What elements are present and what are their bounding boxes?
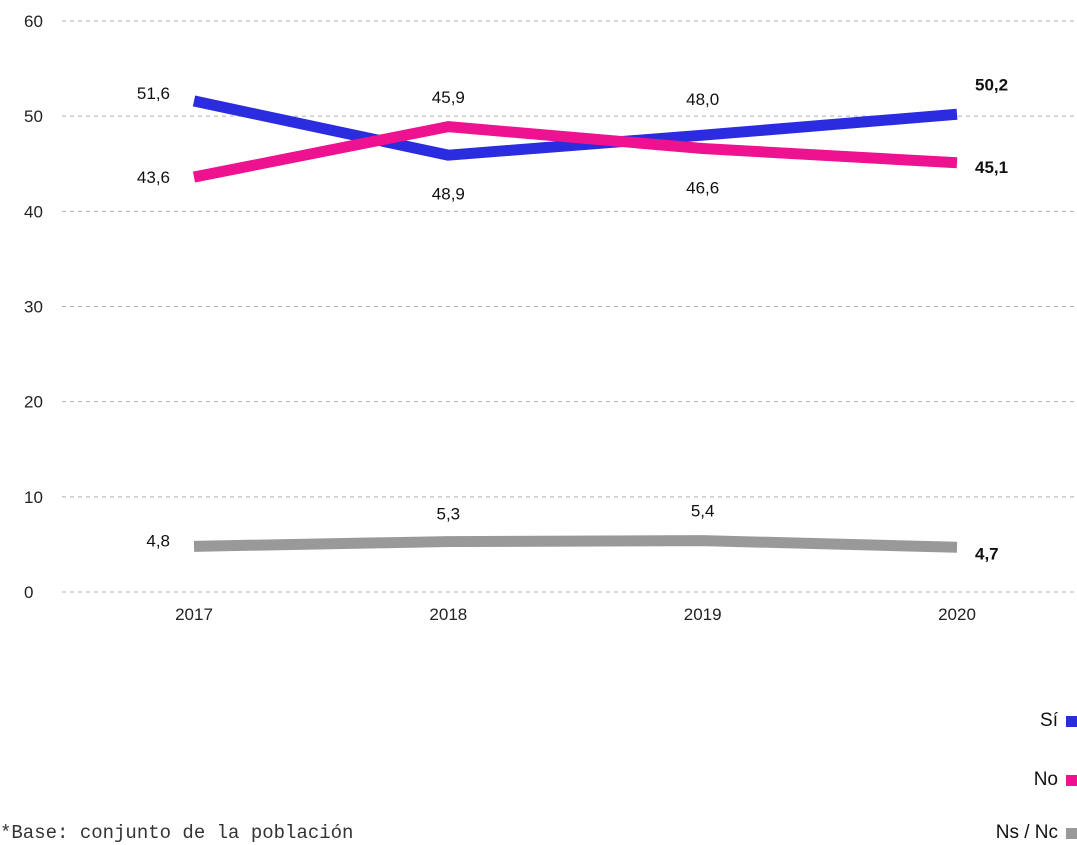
- y-tick-label: 0: [24, 583, 33, 602]
- x-tick-label: 2018: [429, 605, 467, 624]
- footnote: *Base: conjunto de la población: [0, 822, 354, 844]
- legend-label-nsnc: Ns / Nc: [995, 822, 1058, 843]
- legend-item-nsnc: Ns / Nc: [996, 822, 1077, 844]
- y-tick-label: 40: [24, 202, 43, 221]
- legend-label-no: No: [1033, 769, 1058, 790]
- data-label: 45,9: [432, 88, 465, 107]
- data-label: 50,2: [975, 75, 1008, 94]
- x-tick-label: 2017: [175, 605, 213, 624]
- data-label: 48,0: [686, 90, 719, 109]
- series-line-0: [192, 95, 958, 161]
- series-line-2: [193, 535, 958, 553]
- y-tick-label: 60: [24, 12, 43, 31]
- data-labels: 51,6 45,9 48,0 50,2 43,6 48,9 46,6 45,1 4,8 5,3 5,…: [137, 75, 1008, 563]
- data-label: 5,3: [437, 505, 461, 524]
- x-tick-label: 2019: [684, 605, 722, 624]
- y-tick-label: 50: [24, 107, 43, 126]
- legend-label-si: Sí: [1040, 710, 1058, 731]
- y-tick-label: 20: [24, 393, 43, 412]
- data-label: 5,4: [691, 502, 715, 521]
- legend-swatch-si: [1066, 715, 1077, 727]
- data-label: 48,9: [432, 185, 465, 204]
- legend-swatch-nsnc: [1066, 827, 1077, 839]
- x-axis: 2017 2018 2019 2020: [175, 605, 976, 624]
- data-label: 4,7: [975, 544, 999, 563]
- legend-item-no: No: [1034, 769, 1077, 791]
- data-label: 43,6: [137, 168, 170, 187]
- data-label: 46,6: [686, 179, 719, 198]
- data-label: 4,8: [146, 531, 170, 550]
- y-tick-label: 30: [24, 298, 43, 317]
- legend-swatch-no: [1066, 774, 1077, 786]
- series-line-1: [192, 121, 958, 183]
- data-label: 45,1: [975, 158, 1008, 177]
- y-tick-label: 10: [24, 488, 43, 507]
- series-lines: [192, 95, 958, 553]
- y-axis: 0 10 20 30 40 50 60: [24, 12, 43, 602]
- data-label: 51,6: [137, 84, 170, 103]
- gridlines: [62, 20, 1077, 593]
- legend-item-si: Sí: [1040, 710, 1077, 732]
- x-tick-label: 2020: [938, 605, 976, 624]
- line-chart: 0 10 20 30 40 50 60 2017 2018 2019 2020 51,6 45,9 4…: [24, 12, 1077, 624]
